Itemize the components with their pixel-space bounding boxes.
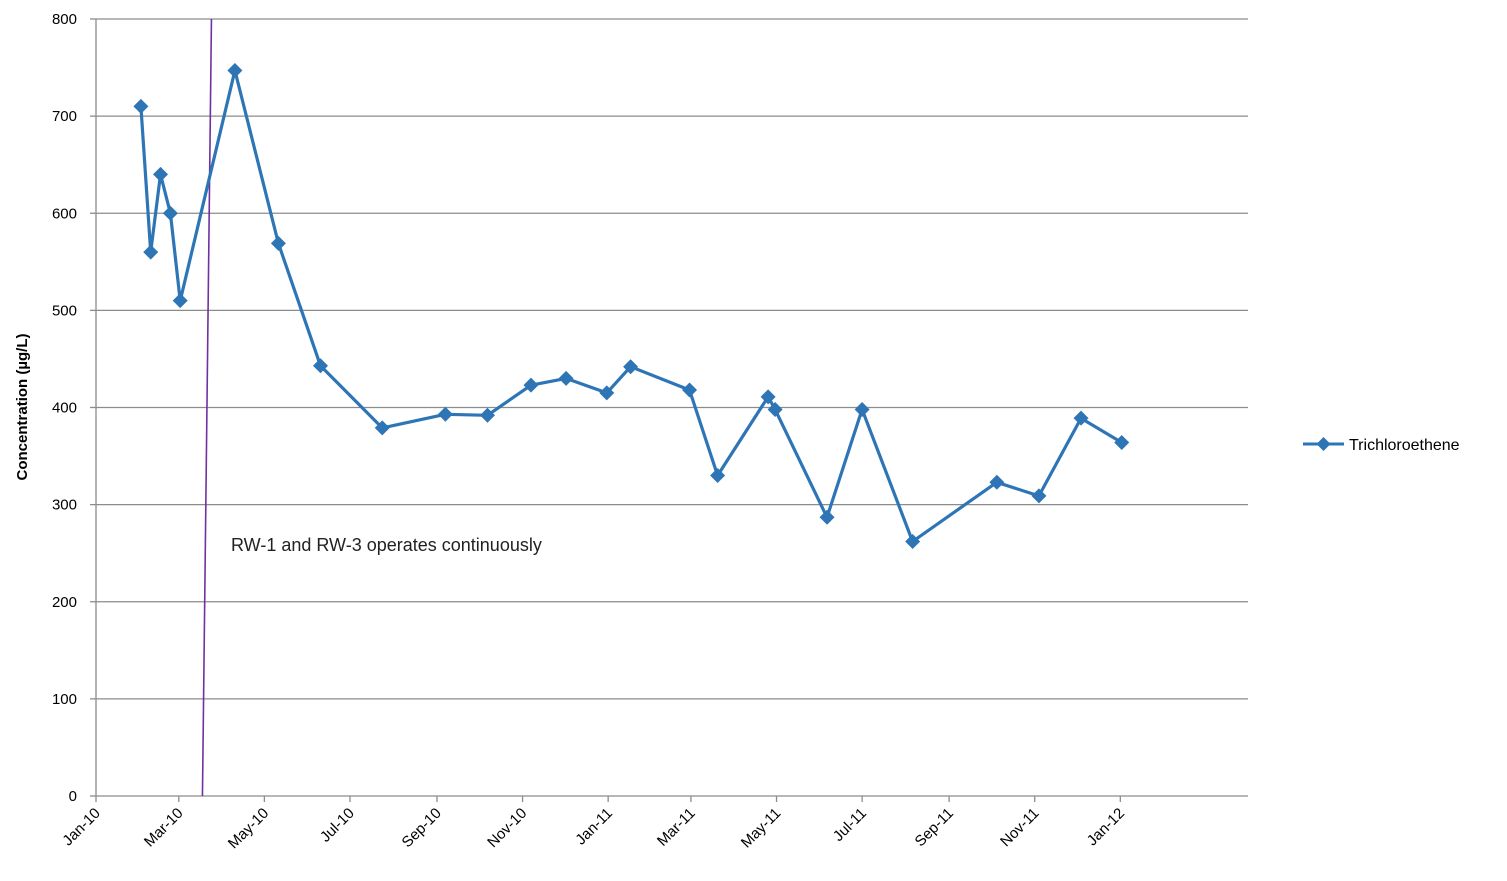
event-vertical-line	[201, 18, 213, 797]
data-point-24	[1073, 410, 1089, 426]
data-point-14	[623, 359, 639, 375]
annotation-rw-operation: RW-1 and RW-3 operates continuously	[231, 535, 542, 555]
x-tick-label-2: May-10	[225, 805, 272, 852]
data-point-23	[1031, 488, 1047, 504]
y-tick-labels: 0 100 200 300 400 500 600 700 800	[52, 11, 77, 805]
y-tick-label-200: 200	[52, 594, 77, 611]
x-tick-label-12: Jan-12	[1084, 805, 1128, 849]
data-point-3	[162, 205, 178, 221]
series-trichloroethene	[133, 62, 1130, 550]
gridlines	[96, 18, 1248, 700]
x-tick-label-4: Sep-10	[399, 805, 445, 851]
x-tick-label-0: Jan-10	[59, 805, 103, 849]
x-tick-label-6: Jan-11	[572, 805, 616, 849]
y-tick-label-300: 300	[52, 497, 77, 514]
x-tick-label-9: Jul-11	[830, 805, 870, 845]
data-point-21	[905, 534, 921, 550]
data-point-25	[1114, 434, 1130, 450]
data-point-16	[710, 467, 726, 483]
data-point-12	[558, 370, 574, 386]
data-point-22	[989, 474, 1005, 490]
data-point-2	[153, 166, 169, 182]
data-point-8	[374, 420, 390, 436]
y-tick-label-500: 500	[52, 302, 77, 319]
data-point-18	[767, 401, 783, 417]
x-tick-labels: Jan-10 Mar-10 May-10 Jul-10 Sep-10 Nov-10 Jan-…	[59, 805, 1128, 852]
axes	[90, 18, 1248, 802]
y-tick-label-0: 0	[69, 788, 77, 805]
legend-label: Trichloroethene	[1349, 437, 1460, 454]
data-point-5	[227, 62, 243, 78]
x-tick-label-7: Mar-11	[654, 805, 699, 850]
x-tick-label-10: Sep-11	[912, 805, 957, 850]
data-point-7	[313, 358, 329, 374]
data-point-6	[270, 235, 286, 251]
legend: Trichloroethene	[1303, 437, 1460, 454]
data-point-10	[479, 407, 495, 423]
y-tick-label-700: 700	[52, 108, 77, 125]
x-tick-label-11: Nov-11	[997, 805, 1042, 850]
data-point-19	[819, 509, 835, 525]
x-tick-label-1: Mar-10	[141, 805, 187, 851]
x-tick-label-5: Nov-10	[484, 805, 530, 851]
data-point-1	[143, 244, 159, 260]
data-point-20	[854, 401, 870, 417]
x-tick-label-8: May-11	[738, 805, 785, 852]
y-axis-label: Concentration (µg/L)	[14, 334, 31, 481]
y-tick-label-400: 400	[52, 400, 77, 417]
x-tick-label-3: Jul-10	[317, 805, 358, 846]
data-point-13	[599, 385, 615, 401]
event-marker	[201, 18, 213, 797]
data-point-9	[437, 406, 453, 422]
data-point-15	[682, 382, 698, 398]
data-point-4	[172, 293, 188, 309]
y-tick-label-800: 800	[52, 11, 77, 28]
data-point-11	[523, 377, 539, 393]
y-tick-label-100: 100	[52, 691, 77, 708]
data-point-0	[133, 98, 149, 114]
y-tick-label-600: 600	[52, 205, 77, 222]
annotations: RW-1 and RW-3 operates continuously	[231, 535, 542, 555]
data-point-17	[760, 389, 776, 405]
legend-marker	[1316, 437, 1331, 451]
series-line	[139, 68, 1123, 544]
